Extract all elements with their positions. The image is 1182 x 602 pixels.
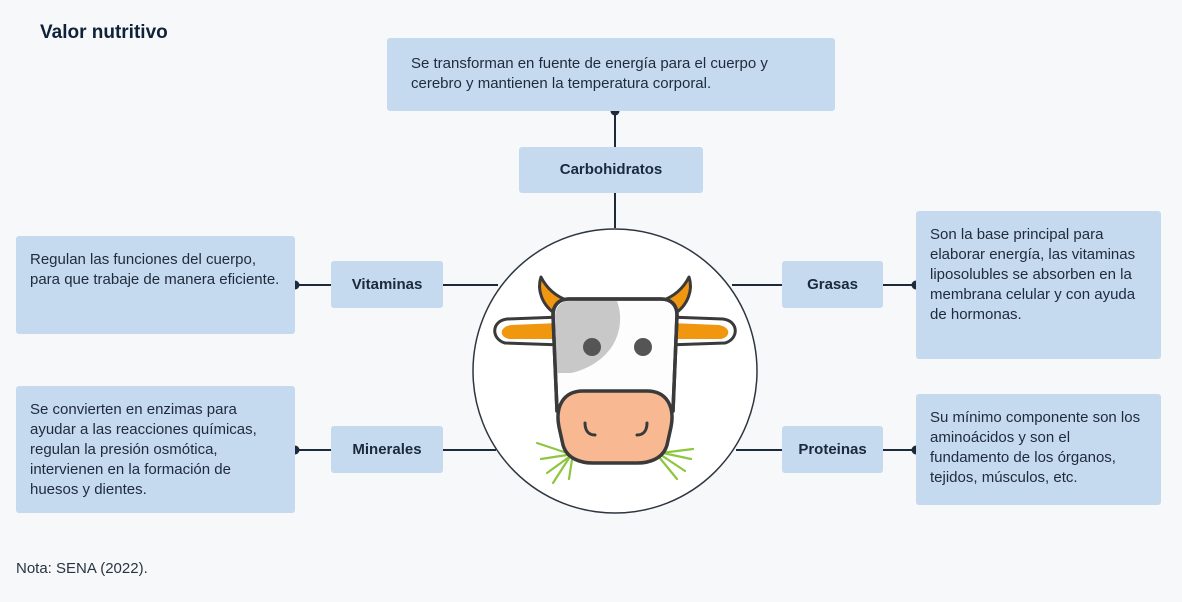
minerales-label: Minerales	[331, 426, 443, 473]
grasas-description: Son la base principal para elaborar ener…	[916, 211, 1161, 359]
proteinas-label: Proteinas	[782, 426, 883, 473]
grasas-label: Grasas	[782, 261, 883, 308]
minerales-description: Se convierten en enzimas para ayudar a l…	[16, 386, 295, 513]
vitaminas-label: Vitaminas	[331, 261, 443, 308]
source-note: Nota: SENA (2022).	[16, 560, 148, 577]
proteinas-description: Su mínimo componente son los aminoácidos…	[916, 394, 1161, 505]
carbohidratos-label: Carbohidratos	[519, 147, 703, 193]
carbohidratos-description: Se transforman en fuente de energía para…	[387, 38, 835, 111]
vitaminas-description: Regulan las funciones del cuerpo, para q…	[16, 236, 295, 334]
cow-face-icon	[471, 227, 759, 515]
